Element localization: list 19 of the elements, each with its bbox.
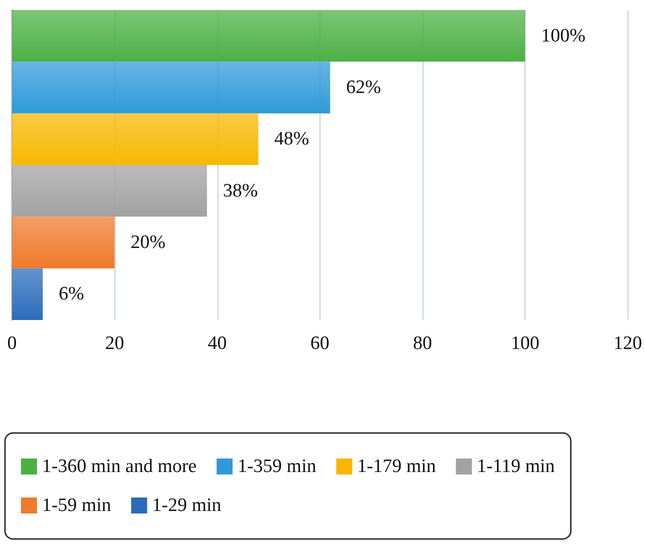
data-label: 100% [541,25,586,46]
x-tick-label: 20 [105,333,124,354]
legend-label: 1-359 min [238,456,317,477]
data-label: 20% [130,232,166,253]
x-tick-label: 120 [614,333,642,354]
legend-label: 1-179 min [357,456,436,477]
legend-label: 1-119 min [476,456,556,477]
x-tick-label: 80 [413,333,432,354]
data-label: 38% [222,180,258,202]
legend-label: 1-360 min and more [42,456,197,477]
x-tick-label: 40 [208,333,227,354]
legend-label: 1-29 min [152,495,222,516]
data-label: 48% [274,128,310,150]
x-tick-label: 0 [7,333,17,354]
x-tick-label: 100 [510,333,540,354]
data-label: 6% [58,284,84,305]
legend-label: 1-59 min [42,495,112,516]
x-tick-label: 60 [310,333,330,354]
data-label: 62% [346,77,382,98]
